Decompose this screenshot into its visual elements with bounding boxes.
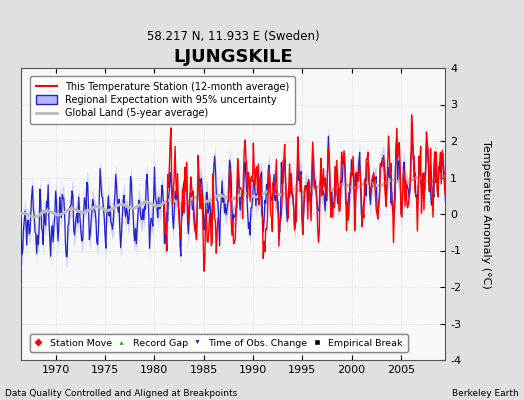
Title: LJUNGSKILE: LJUNGSKILE bbox=[173, 48, 293, 66]
Text: 58.217 N, 11.933 E (Sweden): 58.217 N, 11.933 E (Sweden) bbox=[147, 30, 320, 43]
Legend: Station Move, Record Gap, Time of Obs. Change, Empirical Break: Station Move, Record Gap, Time of Obs. C… bbox=[30, 334, 408, 352]
Text: Data Quality Controlled and Aligned at Breakpoints: Data Quality Controlled and Aligned at B… bbox=[5, 389, 237, 398]
Y-axis label: Temperature Anomaly (°C): Temperature Anomaly (°C) bbox=[481, 140, 491, 288]
Text: Berkeley Earth: Berkeley Earth bbox=[452, 389, 519, 398]
